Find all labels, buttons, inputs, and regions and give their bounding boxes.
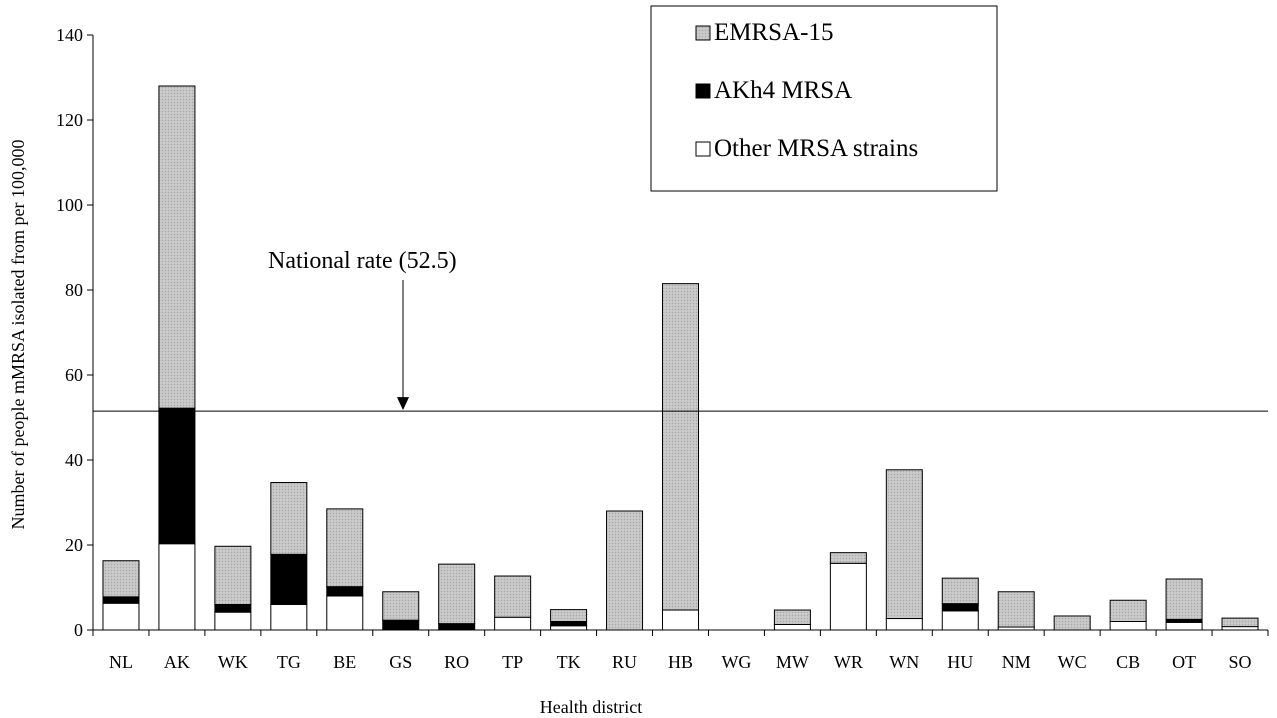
x-tick-label: RO	[444, 652, 469, 672]
bar-segment	[997, 591, 1035, 628]
x-tick-label: WC	[1058, 652, 1087, 672]
x-tick-label: MW	[776, 652, 809, 672]
bar-segment	[1109, 599, 1147, 622]
x-tick-label: TK	[557, 652, 581, 672]
bar-segment	[158, 85, 196, 409]
x-tick-label: HU	[947, 652, 973, 672]
x-tick-label: SO	[1229, 652, 1252, 672]
x-tick-label: GS	[389, 652, 412, 672]
bar-segment	[102, 560, 140, 598]
legend-swatch	[695, 83, 711, 99]
legend-label: EMRSA-15	[714, 19, 833, 46]
bar-segment	[326, 595, 364, 631]
bar-segment	[270, 482, 308, 555]
bar-segment	[438, 563, 476, 625]
x-tick-label: WR	[834, 652, 863, 672]
bar-segment	[941, 577, 979, 605]
bar-segment	[1221, 617, 1259, 628]
bar-segment	[662, 609, 699, 631]
y-tick-label: 0	[74, 620, 83, 640]
bar-segment	[773, 609, 811, 625]
bar-segment	[1221, 626, 1259, 631]
y-ticks: 0 20 40 60 80 100 120 140	[56, 25, 93, 640]
legend-label: Other MRSA strains	[714, 135, 918, 162]
legend-swatch	[695, 25, 711, 41]
bar-segment	[829, 562, 867, 631]
bar-segment	[102, 602, 140, 631]
x-tick-label: WN	[889, 652, 919, 672]
y-tick-label: 60	[65, 365, 83, 385]
legend: EMRSA-15 AKh4 MRSA Other MRSA strains	[650, 5, 998, 192]
bar-segment	[1165, 578, 1203, 620]
bar-segment	[662, 283, 699, 611]
bar-segment	[1165, 621, 1203, 631]
x-tick-label: WK	[218, 652, 248, 672]
y-tick-label: 20	[65, 535, 83, 555]
arrowhead-icon	[397, 397, 409, 411]
bars-layer	[102, 85, 1259, 631]
bar-segment	[829, 552, 867, 564]
x-tick-label: TP	[502, 652, 523, 672]
bar-segment	[550, 625, 588, 631]
bar-segment	[214, 545, 252, 606]
x-tick-label: OT	[1172, 652, 1196, 672]
x-tick-label: RU	[612, 652, 637, 672]
bar-segment	[270, 553, 308, 605]
bar-segment	[438, 623, 476, 631]
x-tick-label: AK	[164, 652, 190, 672]
bar-segment	[606, 510, 644, 631]
legend-swatch	[695, 141, 711, 157]
bar-segment	[382, 591, 420, 621]
y-tick-label: 100	[56, 195, 83, 215]
bar-segment	[214, 611, 252, 631]
x-tick-label: WG	[721, 652, 751, 672]
bar-segment	[494, 616, 532, 631]
bar-segment	[1053, 615, 1091, 631]
bar-segment	[550, 621, 588, 627]
x-ticks: NL AK WK TG BE GS RO TP TK RU HB WG MW WR WN HU NM WC CB OT…	[92, 630, 1269, 672]
bar-segment	[102, 596, 140, 604]
x-tick-label: NM	[1002, 652, 1031, 672]
x-tick-label: TG	[277, 652, 301, 672]
y-tick-label: 140	[56, 25, 83, 45]
bar-segment	[885, 469, 923, 620]
bar-segment	[270, 604, 308, 631]
bar-segment	[326, 508, 364, 588]
bar-segment	[494, 575, 532, 618]
x-axis-label: Health district	[540, 697, 642, 717]
x-tick-label: BE	[333, 652, 356, 672]
bar-segment	[941, 603, 979, 612]
bar-segment	[550, 609, 588, 622]
x-tick-label: HB	[668, 652, 693, 672]
bar-segment	[941, 610, 979, 631]
x-tick-label: NL	[109, 652, 133, 672]
bar-segment	[885, 618, 923, 631]
x-tick-label: CB	[1116, 652, 1140, 672]
bar-segment	[382, 619, 420, 631]
bar-segment	[214, 604, 252, 613]
y-tick-label: 40	[65, 450, 83, 470]
legend-label: AKh4 MRSA	[714, 77, 852, 104]
bar-segment	[158, 407, 196, 545]
bar-segment	[773, 623, 811, 631]
y-axis-label: Number of people mMRSA isolated from per…	[8, 140, 28, 530]
y-tick-label: 120	[56, 110, 83, 130]
bar-segment	[326, 586, 364, 597]
y-tick-label: 80	[65, 280, 83, 300]
bar-segment	[158, 543, 196, 631]
bar-segment	[1109, 621, 1147, 631]
national-rate-label: National rate (52.5)	[268, 248, 457, 274]
